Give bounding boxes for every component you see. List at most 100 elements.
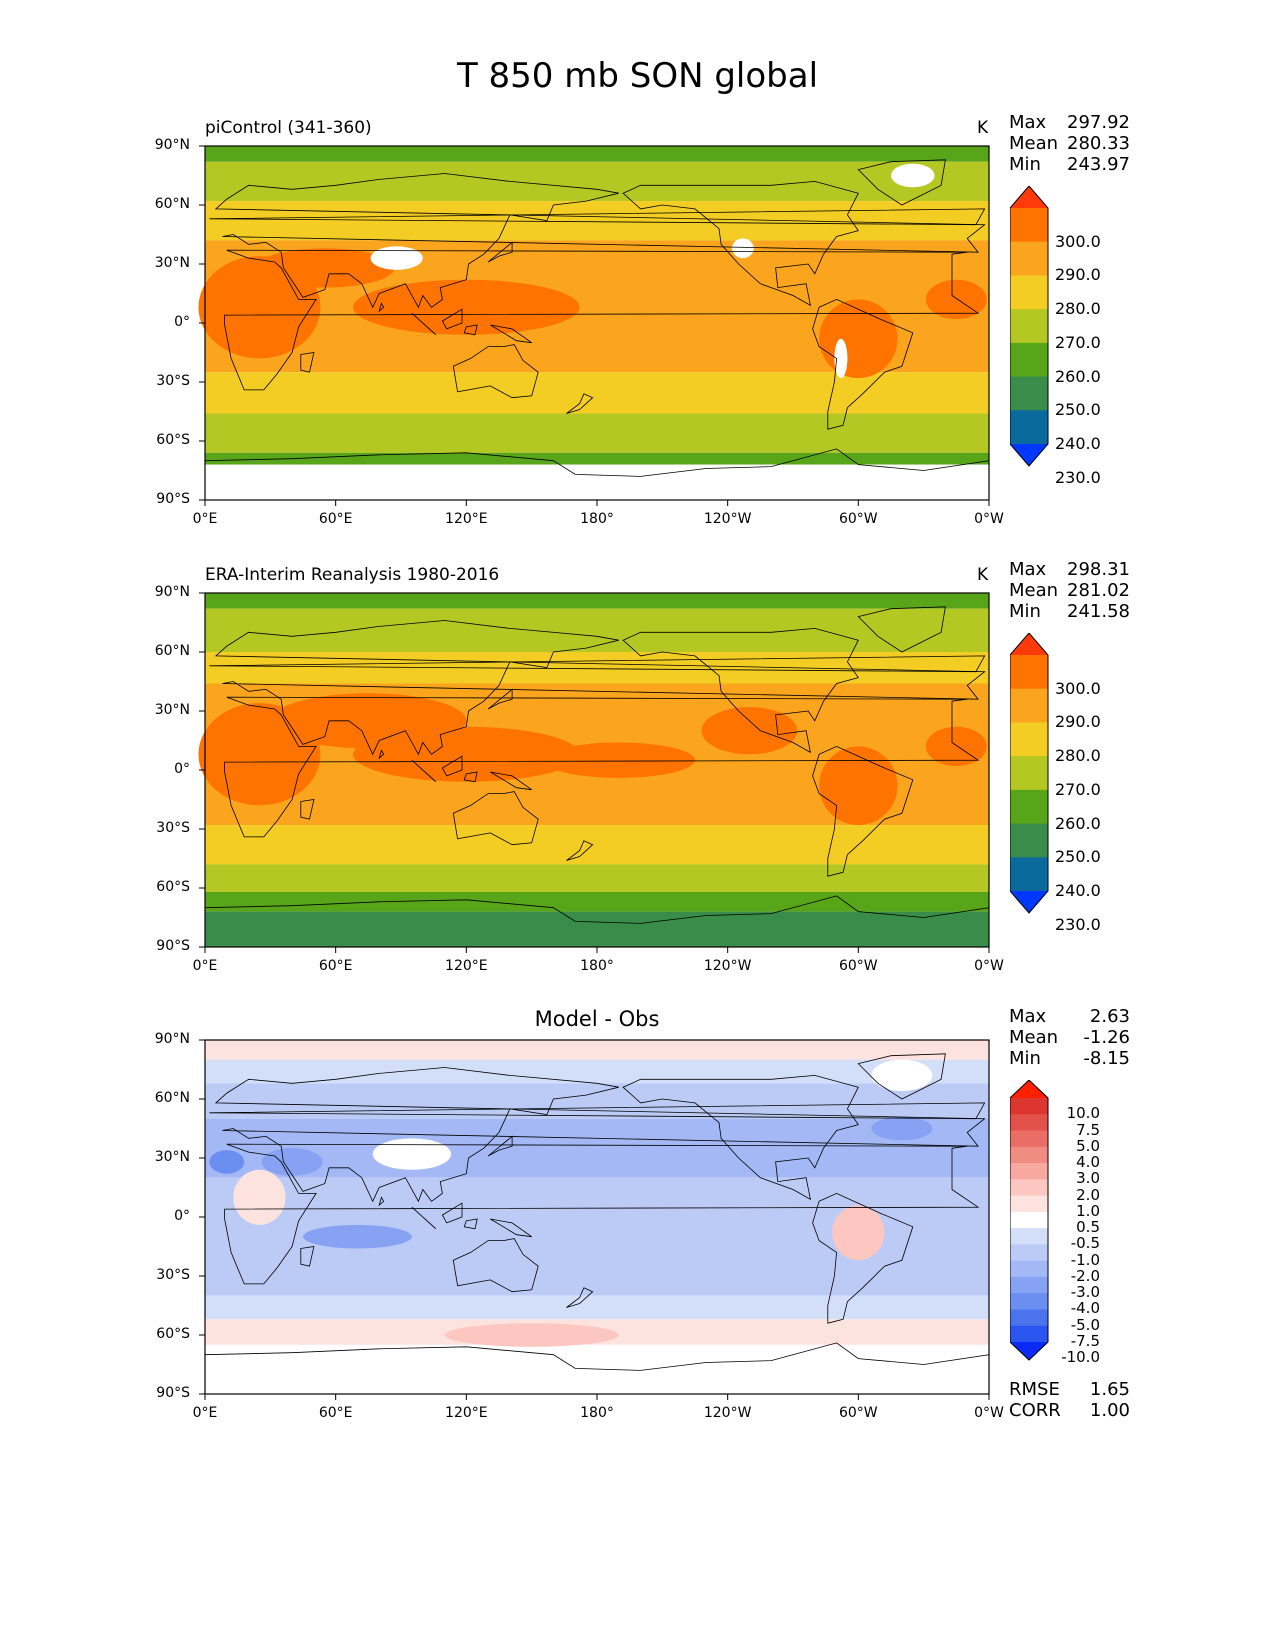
diff-cold-sahara [209,1150,245,1174]
coastline-island [490,771,532,791]
colorbar-label: 260.0 [1055,366,1101,386]
y-tick-label: 90°N [154,584,190,600]
colorbar-outline [1010,186,1049,467]
contour-band [205,825,989,865]
diff-warm-south-america [832,1205,885,1261]
colorbar-label: 280.0 [1055,299,1101,319]
colorbar-segment [1010,789,1048,825]
x-tick-label: 0°W [974,511,1004,527]
colorbar [1010,633,1049,914]
coastline-island [490,324,532,344]
coastline [452,1238,539,1293]
coastline [812,1192,914,1324]
colorbar-segment [1010,376,1048,411]
corr-label: CORR [1009,1400,1061,1421]
x-tick-label: 120°W [703,958,752,974]
x-tick-label: 180° [580,958,614,974]
coastline-island [490,1218,532,1238]
figure-title: T 850 mb SON global [456,56,819,96]
x-tick-label: 120°E [445,958,488,974]
coastline-island [300,799,315,820]
contour-band [205,1118,989,1178]
y-tick-label: 60°S [156,879,190,895]
stat-mean-label: Mean [1009,133,1059,154]
colorbar-label: -1.0 [1070,1250,1100,1269]
y-tick-label: 60°N [154,1090,190,1106]
colorbar-segment [1010,1179,1048,1197]
y-tick-label: 0° [174,1208,190,1224]
y-tick-label: 30°S [156,373,190,389]
stat-mean-label: Mean [1009,1027,1059,1048]
coastline [224,1143,980,1285]
colorbar-label: 1.0 [1076,1201,1100,1220]
panel-title: ERA-Interim Reanalysis 1980-2016 [205,565,500,585]
contour-band [205,911,989,947]
coastline-island [300,352,315,373]
coastline [214,620,986,756]
coastline-island [487,1135,513,1157]
corr-value: 1.00 [1089,1400,1130,1421]
x-tick-label: 120°W [703,511,752,527]
colorbar-extend-bottom [1010,444,1048,466]
contour-band [205,1059,989,1084]
stat-mean-value: -1.26 [1083,1027,1130,1048]
coastline-island [463,324,478,336]
colorbar-extend-top [1010,186,1048,208]
contour-band [205,593,989,609]
colorbar-segment [1010,1114,1048,1132]
coastline-island [487,241,513,263]
missing-region-antarctica [205,464,989,500]
coastline [622,180,859,307]
warm-region-mexico [701,707,798,755]
x-tick-label: 60°E [318,511,353,527]
colorbar-segment [1010,857,1048,892]
coastline [622,1074,859,1201]
coastline [214,173,986,309]
y-tick-label: 0° [174,761,190,777]
coastline-island [411,312,437,336]
contour-band [205,864,989,892]
coastline-island [566,1287,594,1308]
diff-warm-southern-ocean [444,1323,619,1347]
x-tick-label: 120°W [703,1405,752,1421]
colorbar-segment [1010,1293,1048,1310]
coastline-island [300,1246,315,1267]
y-tick-label: 0° [174,314,190,330]
colorbar-segment [1010,1163,1048,1180]
colorbar-label: -0.5 [1070,1234,1100,1253]
colorbar-segment [1010,823,1048,858]
coastline-island [209,655,986,673]
map-panel-3 [199,1039,990,1400]
diff-neutral-greenland [871,1059,933,1092]
missing-region-rockies [732,238,754,259]
y-tick-label: 30°S [156,1267,190,1283]
coastline-island [566,840,594,861]
colorbar-label: 2.0 [1076,1185,1100,1204]
colorbar-label: -10.0 [1061,1348,1100,1367]
colorbar-outline [1010,1080,1049,1361]
missing-region-andes [834,338,848,379]
x-tick-label: 0°W [974,958,1004,974]
colorbar-segment [1010,342,1048,378]
rmse-value: 1.65 [1089,1379,1130,1400]
coastline-island [441,1202,463,1224]
colorbar-label: 270.0 [1055,332,1101,352]
colorbar-segment [1010,208,1048,243]
colorbar-label: 240.0 [1055,434,1101,453]
coastline-island [566,393,594,414]
colorbar-label: 0.5 [1076,1218,1100,1237]
x-tick-label: 60°E [318,958,353,974]
warm-region-south-america [819,299,898,379]
coastline [812,745,914,877]
colorbar-label: -5.0 [1070,1315,1100,1334]
coastline-island [463,1218,478,1230]
coastline-island [378,302,385,313]
stat-min-label: Min [1009,601,1041,622]
colorbar-segment [1010,309,1048,344]
contour-band [205,201,989,241]
colorbar-segment [1010,1244,1048,1262]
coastline [622,627,859,754]
stat-mean-label: Mean [1009,580,1059,601]
diff-warm-africa [233,1169,286,1225]
colorbar-segment [1010,1276,1048,1294]
